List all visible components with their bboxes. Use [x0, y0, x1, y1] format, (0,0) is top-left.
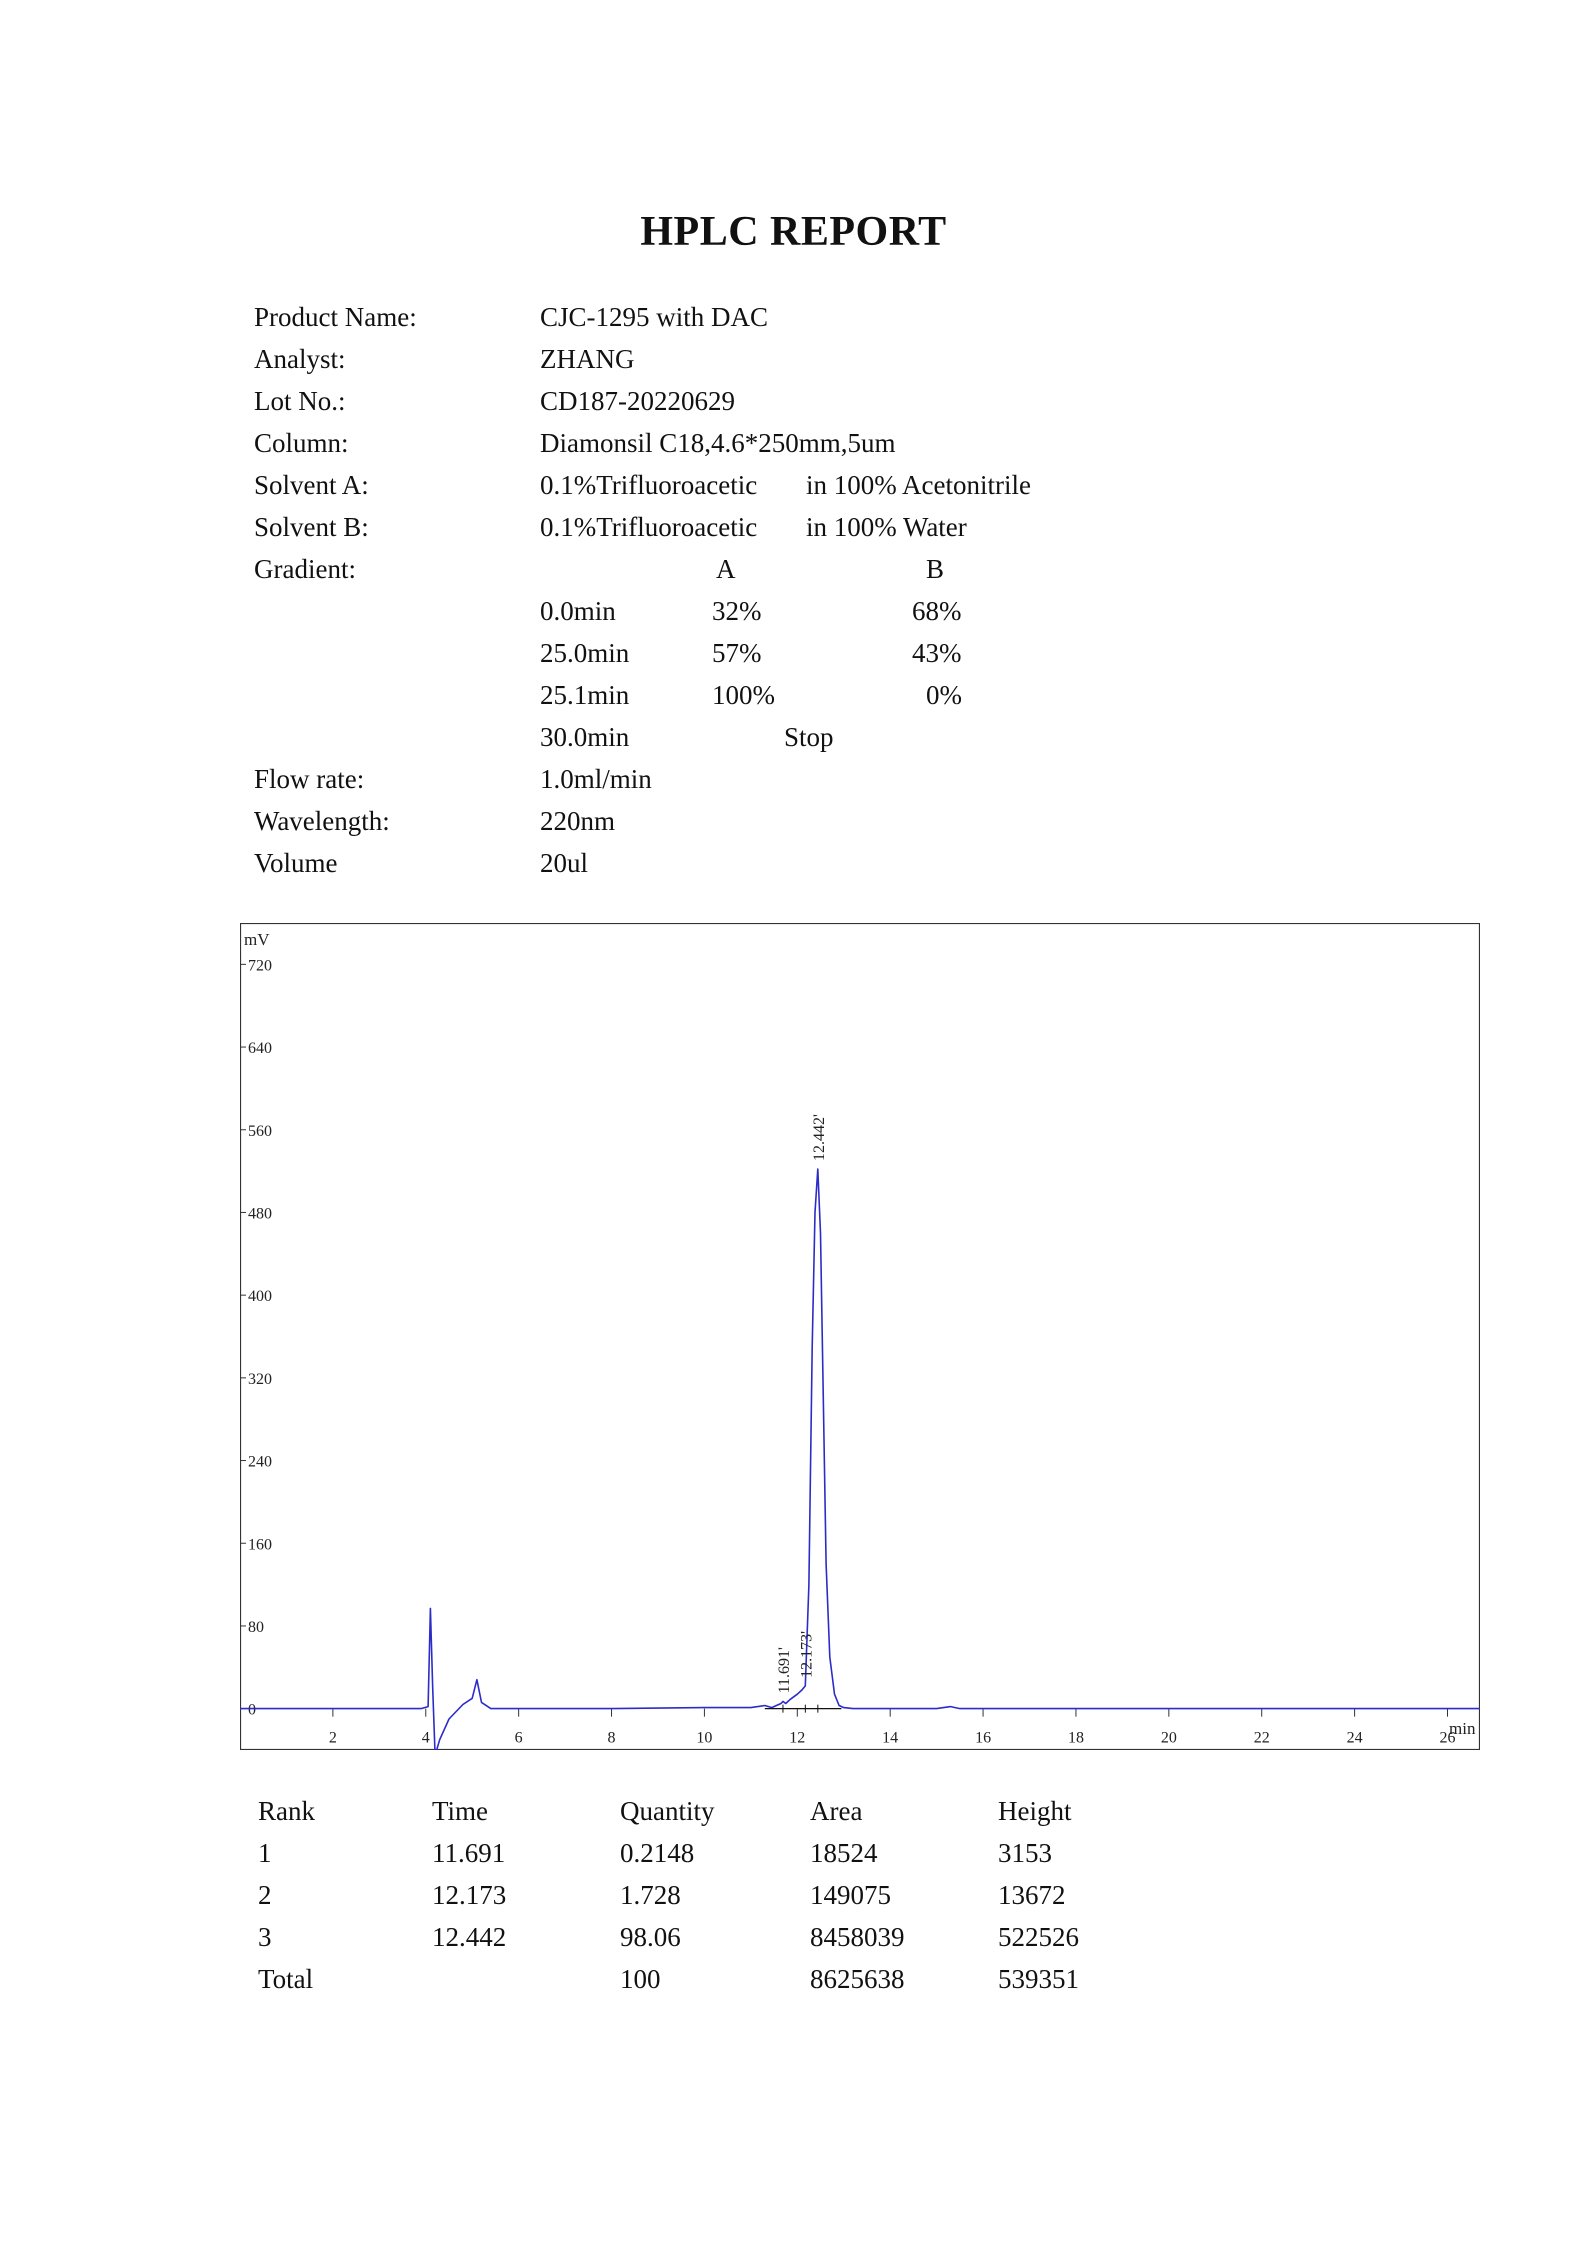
x-tick-label: 20 — [1161, 1730, 1177, 1747]
y-tick-label: 400 — [248, 1288, 272, 1305]
y-tick-label: 560 — [248, 1123, 272, 1140]
results-cell-rank: 3 — [258, 1922, 272, 1952]
x-tick-label: 18 — [1068, 1730, 1084, 1747]
solvent-a-value: 0.1%Trifluoroacetic — [540, 470, 758, 500]
x-axis-unit-label: min — [1449, 1719, 1476, 1738]
wavelength-value: 220nm — [540, 806, 616, 836]
x-tick-label: 14 — [882, 1730, 898, 1747]
y-tick-label: 720 — [248, 957, 272, 974]
solvent-b-value: 0.1%Trifluoroacetic — [540, 512, 758, 542]
results-cell-quantity: 98.06 — [620, 1922, 681, 1952]
x-tick-label: 12 — [789, 1730, 805, 1747]
x-tick-label: 4 — [422, 1730, 430, 1747]
peak-label: 11.691' — [776, 1647, 793, 1693]
x-tick-label: 16 — [975, 1730, 991, 1747]
x-tick-label: 2 — [329, 1730, 337, 1747]
results-cell-quantity: 1.728 — [620, 1880, 681, 1910]
gradient-row-a: 32% — [712, 596, 762, 626]
gradient-label: Gradient: — [254, 554, 356, 584]
column-label: Column: — [254, 428, 349, 458]
x-tick-label: 8 — [608, 1730, 616, 1747]
y-tick-label: 640 — [248, 1040, 272, 1057]
results-header-rank: Rank — [258, 1796, 315, 1826]
gradient-row-time: 0.0min — [540, 596, 616, 626]
flow-rate-value: 1.0ml/min — [540, 764, 652, 794]
wavelength-label: Wavelength: — [254, 806, 390, 836]
x-tick-label: 6 — [515, 1730, 523, 1747]
gradient-row-a: 57% — [712, 638, 762, 668]
column-value: Diamonsil C18,4.6*250mm,5um — [540, 428, 896, 458]
results-header-time: Time — [432, 1796, 489, 1826]
results-cell-rank: 2 — [258, 1880, 272, 1910]
lot-no-value: CD187-20220629 — [540, 386, 735, 416]
gradient-header-a: A — [716, 554, 736, 584]
gradient-row-time: 25.0min — [540, 638, 630, 668]
results-cell-rank: 1 — [258, 1838, 272, 1868]
solvent-b-label: Solvent B: — [254, 512, 369, 542]
volume-label: Volume — [254, 848, 338, 878]
gradient-row-a: 100% — [712, 680, 775, 710]
peak-label: 12.442' — [811, 1114, 828, 1161]
x-tick-label: 10 — [696, 1730, 712, 1747]
x-tick-label: 24 — [1347, 1730, 1363, 1747]
volume-value: 20ul — [540, 848, 589, 878]
results-cell-height: 522526 — [998, 1922, 1079, 1952]
gradient-row-time: 25.1min — [540, 680, 630, 710]
gradient-row-b: 68% — [912, 596, 962, 626]
peak-label: 12.173' — [798, 1631, 815, 1678]
results-header-quantity: Quantity — [620, 1796, 715, 1826]
results-header-area: Area — [810, 1796, 863, 1826]
gradient-row-b: 43% — [912, 638, 962, 668]
y-axis-unit-label: mV — [244, 930, 270, 949]
y-tick-label: 480 — [248, 1205, 272, 1222]
solvent-a-label: Solvent A: — [254, 470, 369, 500]
results-cell-time: 12.173 — [432, 1880, 507, 1910]
results-cell-quantity: 0.2148 — [620, 1838, 695, 1868]
chromatogram-trace — [240, 1168, 1480, 1750]
lot-no-label: Lot No.: — [254, 386, 346, 416]
analyst-value: ZHANG — [540, 344, 635, 374]
y-tick-label: 160 — [248, 1536, 272, 1553]
report-title: HPLC REPORT — [640, 209, 947, 255]
flow-rate-label: Flow rate: — [254, 764, 365, 794]
results-cell-time: 11.691 — [432, 1838, 506, 1868]
x-tick-label: 26 — [1439, 1730, 1455, 1747]
results-total-area: 8625638 — [810, 1964, 905, 1994]
gradient-row-b: 0% — [926, 680, 962, 710]
solvent-a-detail: in 100% Acetonitrile — [806, 470, 1031, 500]
y-tick-label: 240 — [248, 1454, 272, 1471]
results-cell-area: 149075 — [810, 1880, 891, 1910]
results-cell-height: 13672 — [998, 1880, 1066, 1910]
gradient-row-stop: Stop — [784, 722, 834, 752]
chart-frame — [240, 923, 1480, 1750]
product-name-value: CJC-1295 with DAC — [540, 302, 769, 332]
y-tick-label: 80 — [248, 1619, 264, 1636]
analyst-label: Analyst: — [254, 344, 346, 374]
results-total-label: Total — [258, 1964, 314, 1994]
product-name-label: Product Name: — [254, 302, 417, 332]
results-total-quantity: 100 — [620, 1964, 661, 1994]
solvent-b-detail: in 100% Water — [806, 512, 967, 542]
results-total-height: 539351 — [998, 1964, 1079, 1994]
gradient-row-time: 30.0min — [540, 722, 630, 752]
gradient-header-b: B — [926, 554, 945, 584]
y-tick-label: 320 — [248, 1371, 272, 1388]
chromatogram-chart: 0 80 160 240 320 400 480 560 640 720 2 4 6 8 10 12 14 16 1… — [240, 923, 1480, 1750]
results-cell-time: 12.442 — [432, 1922, 507, 1952]
results-header-height: Height — [998, 1796, 1072, 1826]
results-cell-height: 3153 — [998, 1838, 1052, 1868]
results-cell-area: 8458039 — [810, 1922, 905, 1952]
results-cell-area: 18524 — [810, 1838, 878, 1868]
y-tick-label: 0 — [248, 1702, 256, 1719]
x-tick-label: 22 — [1254, 1730, 1270, 1747]
